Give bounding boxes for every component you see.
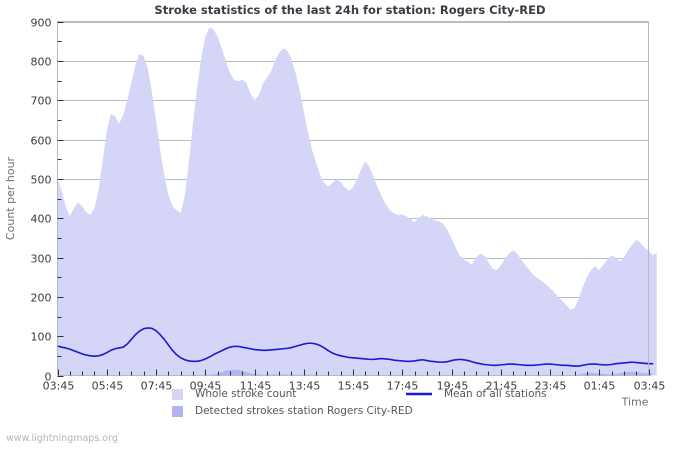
x-tick-label: 19:45 [437,380,469,393]
footer-url: www.lightningmaps.org [6,433,118,444]
legend-label: Whole stroke count [195,388,296,400]
x-tick-label: 01:45 [584,380,616,393]
x-tick-label: 23:45 [535,380,567,393]
series-line-mean-of-all-stations [56,327,654,367]
series-area-whole-stroke-count [57,27,657,376]
x-axis: 03:45 05:45 07:45 09:45 11:45 13:45 15:45 17:45… [43,369,666,393]
y-tick-label: 200 [31,292,52,305]
x-tick-label: 13:45 [289,380,321,393]
chart-title: Stroke statistics of the last 24h for st… [154,3,545,17]
y-tick-label: 800 [31,56,52,69]
legend-label: Detected strokes station Rogers City-RED [195,405,413,417]
x-tick-label: 05:45 [92,380,124,393]
y-tick-label: 300 [31,253,52,266]
y-axis-label: Count per hour [4,156,17,240]
x-tick-label: 03:45 [43,380,75,393]
x-tick-label: 07:45 [141,380,173,393]
legend-label: Mean of all stations [444,388,547,400]
legend-item: Detected strokes station Rogers City-RED [172,405,413,417]
plot-frame [57,21,649,376]
x-tick-label: 09:45 [190,380,222,393]
y-tick-label: 400 [31,213,52,226]
legend-swatch [172,389,183,400]
y-tick-label: 500 [31,174,52,187]
y-tick-label: 700 [31,95,52,108]
y-tick-label: 900 [31,17,52,30]
x-tick-label: 11:45 [240,380,272,393]
y-tick-label: 600 [31,135,52,148]
x-tick-label: 17:45 [387,380,419,393]
series-area-detected-strokes [57,369,653,376]
chart-legend: Whole stroke count Detected strokes stati… [172,388,547,417]
y-tick-label: 100 [31,331,52,344]
x-tick-label: 15:45 [338,380,370,393]
x-axis-label: Time [621,396,649,409]
x-tick-label: 21:45 [486,380,518,393]
y-axis: 0 100 200 300 400 500 600 700 800 900 [31,17,64,384]
x-tick-label: 03:45 [634,380,666,393]
legend-item: Mean of all stations [406,388,547,400]
y-tick-label: 0 [45,371,52,384]
legend-swatch [172,406,183,417]
legend-item: Whole stroke count [172,388,296,400]
